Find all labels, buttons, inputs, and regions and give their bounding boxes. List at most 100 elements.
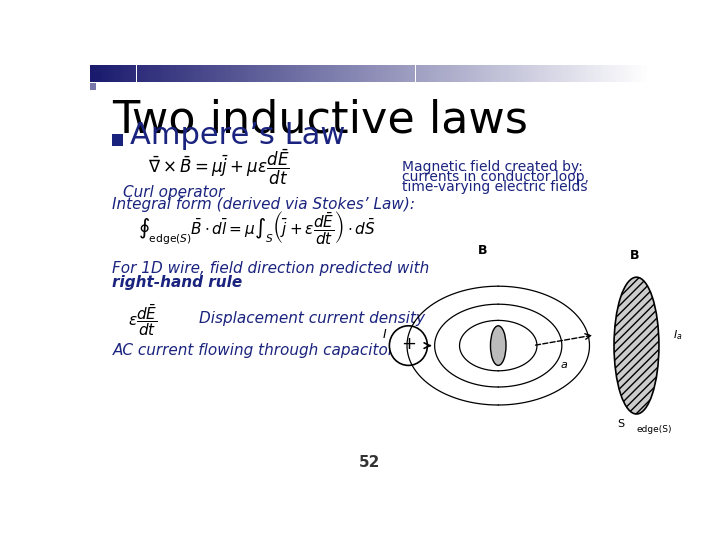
Bar [418,65,419,82]
Text: Curl operator: Curl operator [124,185,225,200]
Bar [574,65,575,82]
Bar [138,65,140,82]
Bar [542,65,544,82]
Text: $+$: $+$ [401,335,416,353]
Bar [90,83,96,90]
Bar [112,65,114,82]
Bar [207,65,209,82]
Bar [324,65,326,82]
Bar [271,65,272,82]
Bar [559,65,561,82]
Bar [137,65,138,82]
Bar [451,65,453,82]
Bar [520,65,521,82]
Bar [320,65,323,82]
Bar [633,65,635,82]
Bar [494,65,495,82]
Bar [205,65,207,82]
Bar [243,65,244,82]
Bar [378,65,380,82]
Bar [436,65,438,82]
Bar [360,65,361,82]
Bar [492,65,494,82]
Bar [289,65,291,82]
Text: right-hand rule: right-hand rule [112,275,243,290]
Bar [356,65,358,82]
Bar [278,65,280,82]
Bar [124,65,125,82]
Text: $\oint_{\mathrm{edge}(S)} \bar{B} \cdot d\bar{l} = \mu \int_{S} \left( \bar{j} +: $\oint_{\mathrm{edge}(S)} \bar{B} \cdot … [138,209,377,247]
Bar [431,65,432,82]
Bar [387,65,390,82]
Bar [510,65,512,82]
Bar [177,65,179,82]
Bar [183,65,185,82]
Bar [369,65,371,82]
Bar [90,65,92,82]
Bar [393,65,395,82]
Bar [531,65,533,82]
Bar [140,65,142,82]
Bar [606,65,607,82]
Text: currents in conductor loop,: currents in conductor loop, [402,170,590,184]
Bar [495,65,498,82]
Ellipse shape [614,277,659,414]
Bar [503,65,505,82]
Text: Ampere’s Law: Ampere’s Law [130,121,346,150]
Bar [116,65,118,82]
Bar [536,65,539,82]
Bar [469,65,472,82]
Bar [365,65,367,82]
Bar [620,65,622,82]
Bar [526,65,527,82]
Bar [466,65,467,82]
Bar [300,65,302,82]
Bar [142,65,144,82]
Bar [444,65,445,82]
Bar [354,65,356,82]
Bar [107,65,109,82]
Bar [514,65,516,82]
Bar [408,65,410,82]
Text: time-varying electric fields: time-varying electric fields [402,180,588,193]
Bar [239,65,240,82]
Bar [564,65,566,82]
Text: B: B [478,244,487,257]
Bar [112,134,124,146]
Bar [282,65,284,82]
Bar [399,65,400,82]
Bar [488,65,490,82]
Bar [566,65,568,82]
Bar [276,65,278,82]
Bar [395,65,397,82]
Bar [302,65,304,82]
Bar [472,65,473,82]
Bar [90,73,101,82]
Bar [237,65,239,82]
Bar [460,65,462,82]
Bar [475,65,477,82]
Bar [105,65,107,82]
Bar [518,65,520,82]
Bar [547,65,549,82]
Bar [523,65,526,82]
Bar [176,65,177,82]
Bar [374,65,377,82]
Bar [170,65,172,82]
Bar [196,65,198,82]
Bar [198,65,199,82]
Bar [274,65,276,82]
Bar [377,65,378,82]
Bar [103,65,105,82]
Bar [235,65,237,82]
Bar [307,65,310,82]
Bar [272,65,274,82]
Bar [199,65,202,82]
Bar [226,65,228,82]
Bar [499,65,501,82]
Bar [590,65,592,82]
Bar [464,65,466,82]
Text: S: S [617,418,624,429]
Bar [490,65,492,82]
Bar [594,65,596,82]
